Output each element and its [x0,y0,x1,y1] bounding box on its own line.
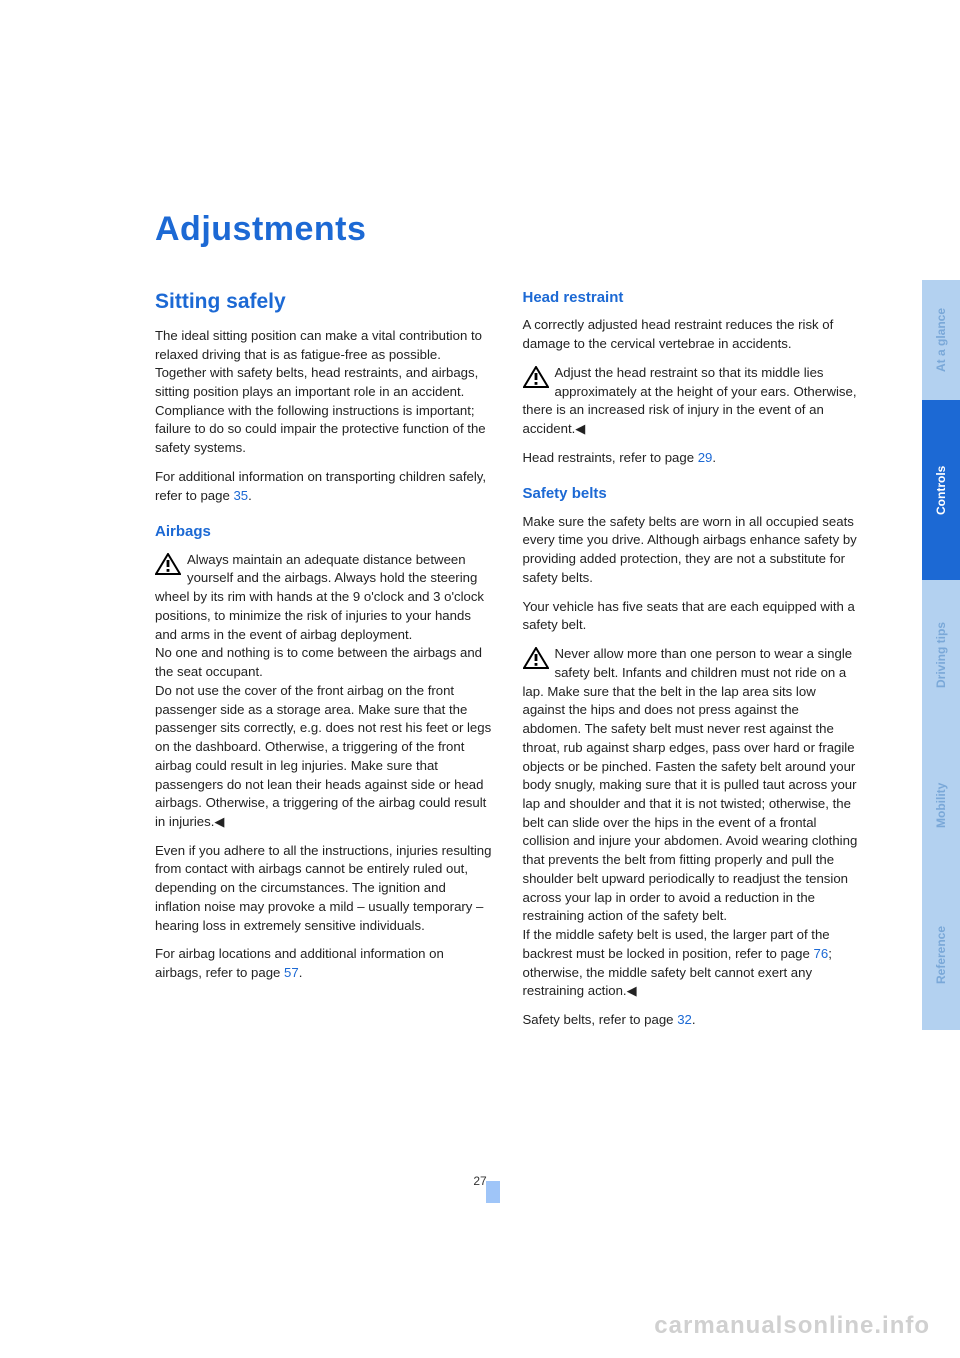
warning-icon [523,366,549,388]
airbags-p1: Even if you adhere to all the instructio… [155,842,493,936]
text: . [712,450,716,465]
belts-p1: Make sure the safety belts are worn in a… [523,513,861,588]
watermark: carmanualsonline.info [654,1312,930,1340]
side-tab[interactable]: At a glance [922,280,960,400]
headrest-p2: Head restraints, refer to page 29. [523,449,861,468]
text: Head restraints, refer to page [523,450,698,465]
airbags-heading: Airbags [155,521,493,542]
page-link-29[interactable]: 29 [698,450,713,465]
page-number-bar [486,1181,500,1203]
belts-warning: Never allow more than one person to wear… [523,645,861,1001]
content-columns: Sitting safely The ideal sitting positio… [155,287,860,1040]
sitting-safely-heading: Sitting safely [155,287,493,317]
side-tab[interactable]: Controls [922,400,960,580]
headrest-p1: A correctly adjusted head restraint redu… [523,316,861,353]
page-link-57[interactable]: 57 [284,965,299,980]
airbags-warn-text2: No one and nothing is to come between th… [155,645,482,679]
page-link-76[interactable]: 76 [814,946,829,961]
text: For additional information on transporti… [155,469,486,503]
airbags-p2: For airbag locations and additional info… [155,945,493,982]
headrest-warn-text: Adjust the head restraint so that its mi… [523,365,857,436]
belts-heading: Safety belts [523,483,861,504]
headrest-warning: Adjust the head restraint so that its mi… [523,364,861,439]
airbags-warn-text1: Always maintain an adequate distance bet… [155,552,484,642]
headrest-heading: Head restraint [523,287,861,308]
warning-icon [155,553,181,575]
warning-icon [523,647,549,669]
right-column: Head restraint A correctly adjusted head… [523,287,861,1040]
left-column: Sitting safely The ideal sitting positio… [155,287,493,1040]
end-mark-icon: ◀ [575,420,585,438]
page-link-32[interactable]: 32 [677,1012,692,1027]
side-tab[interactable]: Reference [922,880,960,1030]
text: . [248,488,252,503]
side-tab[interactable]: Mobility [922,730,960,880]
airbags-warning: Always maintain an adequate distance bet… [155,551,493,832]
text: Safety belts, refer to page [523,1012,678,1027]
text: . [299,965,303,980]
page-title: Adjustments [155,210,860,249]
page-link-35[interactable]: 35 [233,488,248,503]
belts-warn-text1: Never allow more than one person to wear… [523,646,858,923]
belts-p3: Safety belts, refer to page 32. [523,1011,861,1030]
side-tab[interactable]: Driving tips [922,580,960,730]
belts-warn-text2a: If the middle safety belt is used, the l… [523,927,830,961]
page-container: Adjustments Sitting safely The ideal sit… [0,0,960,1358]
end-mark-icon: ◀ [214,813,224,831]
sitting-safely-p1: The ideal sitting position can make a vi… [155,327,493,458]
airbags-warn-text3: Do not use the cover of the front airbag… [155,683,491,829]
sitting-safely-p2: For additional information on transporti… [155,468,493,505]
end-mark-icon: ◀ [627,982,637,1000]
belts-p2: Your vehicle has five seats that are eac… [523,598,861,635]
side-tabs: At a glanceControlsDriving tipsMobilityR… [922,280,960,1030]
page-number: 27 [473,1174,486,1188]
text: . [692,1012,696,1027]
